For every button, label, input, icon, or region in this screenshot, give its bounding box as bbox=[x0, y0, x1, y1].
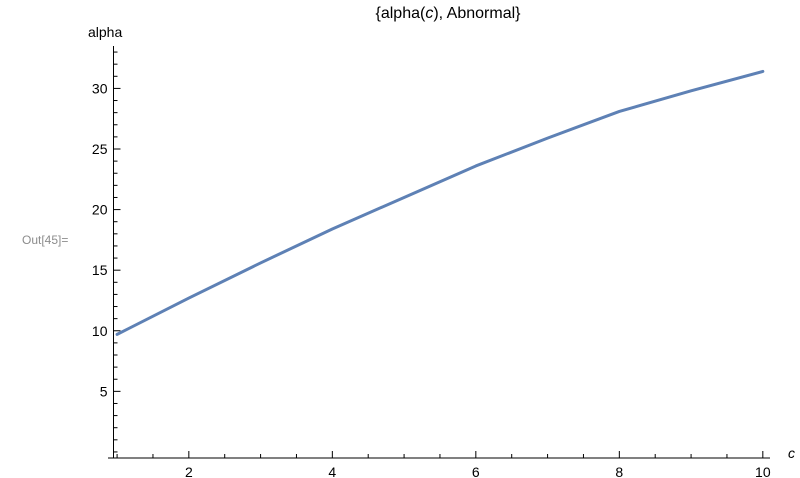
y-tick-label: 25 bbox=[92, 141, 108, 157]
y-tick-label: 5 bbox=[100, 383, 108, 399]
series-line bbox=[115, 69, 765, 336]
y-tick-label: 15 bbox=[92, 262, 108, 278]
y-tick-label: 20 bbox=[92, 202, 108, 218]
series-layer bbox=[115, 69, 765, 336]
cell-output-label: Out[45]= bbox=[22, 233, 68, 247]
title-part-3: ), Abnormal} bbox=[433, 5, 521, 22]
x-tick-label: 2 bbox=[185, 464, 193, 478]
chart-title: {alpha(c), Abnormal} bbox=[376, 5, 522, 22]
x-ticks: 2 4 6 8 10 bbox=[116, 451, 771, 478]
title-part-1: {alpha( bbox=[376, 5, 426, 22]
x-tick-label: 6 bbox=[472, 464, 480, 478]
y-tick-label: 30 bbox=[92, 80, 108, 96]
y-ticks: 5 10 15 20 25 30 bbox=[92, 51, 121, 453]
y-tick-label: 10 bbox=[92, 323, 108, 339]
title-part-italic: c bbox=[425, 5, 433, 22]
x-axis-title: c bbox=[788, 445, 795, 461]
x-tick-label: 4 bbox=[328, 464, 336, 478]
y-axis-title: alpha bbox=[88, 24, 122, 40]
x-tick-label: 8 bbox=[615, 464, 623, 478]
x-tick-label: 10 bbox=[755, 464, 771, 478]
